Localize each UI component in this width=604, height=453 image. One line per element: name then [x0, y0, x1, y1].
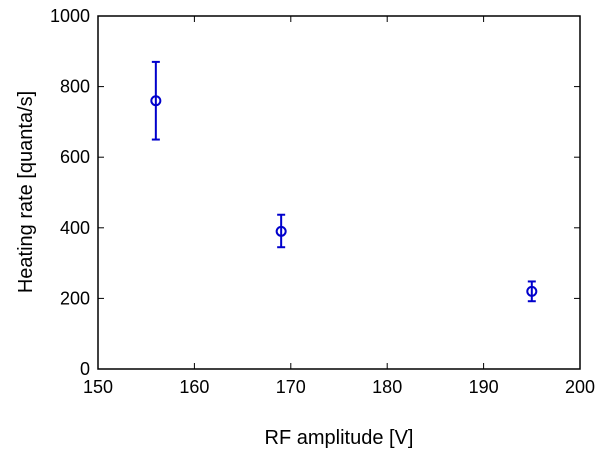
data-point-1 [275, 213, 287, 249]
y-tick-label-5: 1000 [50, 6, 90, 26]
marker-2 [526, 285, 538, 297]
data-point-0 [150, 60, 162, 141]
marker-1 [275, 225, 287, 237]
y-tick-label-0: 0 [80, 359, 90, 379]
y-tick-label-1: 200 [60, 288, 90, 308]
marker-0 [150, 95, 162, 107]
axis-ticks [97, 15, 581, 370]
x-tick-label-3: 180 [372, 377, 402, 397]
data-point-2 [526, 280, 538, 303]
tick-labels: 150 160 170 180 190 200 0 200 400 600 800 1000 [50, 6, 595, 397]
x-tick-label-0: 150 [83, 377, 113, 397]
plot-area-frame [97, 15, 581, 370]
y-tick-label-4: 800 [60, 77, 90, 97]
y-tick-label-2: 400 [60, 218, 90, 238]
x-tick-label-2: 170 [276, 377, 306, 397]
y-tick-label-3: 600 [60, 147, 90, 167]
x-axis-label: RF amplitude [V] [265, 427, 414, 449]
x-tick-label-1: 160 [179, 377, 209, 397]
x-tick-label-4: 190 [469, 377, 499, 397]
data-points [150, 60, 538, 303]
y-axis-label: Heating rate [quanta/s] [15, 91, 37, 293]
x-tick-label-5: 200 [565, 377, 595, 397]
